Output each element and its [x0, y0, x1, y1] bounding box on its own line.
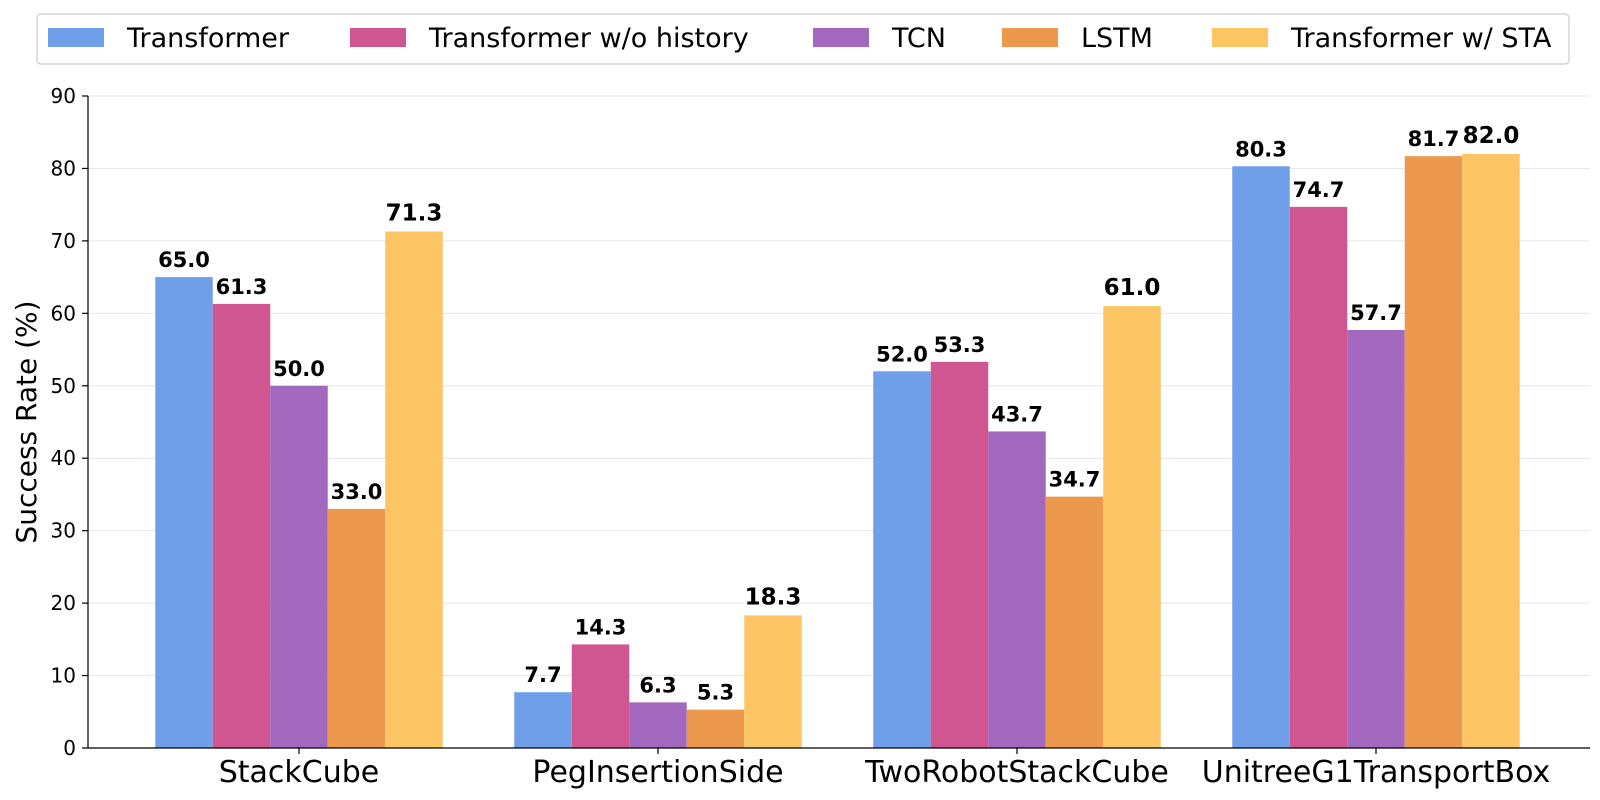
data-label: 34.7	[1049, 468, 1101, 492]
data-labels: 65.061.3 50.0 33.0 71.3 7.7 14.3 6.3 5.3 18.3 52.…	[158, 123, 1519, 705]
x-tick-label: PegInsertionSide	[532, 755, 783, 790]
data-label: 43.7	[991, 402, 1043, 426]
legend-swatch	[1212, 28, 1268, 47]
x-tick-label: UnitreeG1TransportBox	[1202, 755, 1551, 790]
data-label: 61.3	[216, 275, 268, 299]
y-tick-label: 30	[51, 519, 76, 543]
legend-entry-label: Transformer w/o history	[428, 23, 749, 54]
bar	[155, 277, 213, 748]
bar	[1404, 156, 1463, 748]
legend-swatch	[1002, 28, 1058, 47]
data-label: 80.3	[1235, 137, 1287, 161]
data-label: 18.3	[745, 584, 802, 610]
bar	[1103, 306, 1161, 748]
data-label: 50.0	[273, 357, 325, 381]
bars	[155, 153, 1520, 749]
y-tick-label: 20	[51, 591, 76, 615]
legend-entry-label: LSTM	[1081, 23, 1153, 54]
legend-entry-label: Transformer	[126, 23, 290, 54]
data-label: 6.3	[639, 673, 676, 697]
legend-entry-label: TCN	[891, 23, 946, 54]
bar	[1045, 496, 1104, 748]
legend-entry-label: Transformer w/ STA	[1290, 23, 1552, 54]
data-label: 71.3	[386, 200, 443, 226]
bar	[988, 431, 1046, 748]
data-label: 5.3	[697, 681, 734, 705]
legend-swatch	[813, 28, 869, 47]
legend-swatch	[350, 28, 406, 47]
y-tick-label: 40	[51, 446, 76, 470]
data-label: 14.3	[575, 615, 627, 639]
bar	[930, 361, 989, 748]
bar	[1347, 329, 1405, 748]
bar	[744, 615, 802, 748]
data-label: 74.7	[1293, 178, 1345, 202]
bar	[514, 692, 572, 748]
bar	[873, 371, 931, 748]
x-tick-label: StackCube	[219, 755, 380, 790]
bar	[629, 702, 687, 748]
data-label: 7.7	[524, 663, 561, 687]
data-label: 52.0	[876, 342, 928, 366]
y-tick-label: 80	[51, 156, 76, 180]
bar	[1462, 153, 1520, 748]
data-label: 65.0	[158, 248, 210, 272]
bar	[571, 644, 630, 748]
data-label: 61.0	[1104, 275, 1161, 301]
bar	[1289, 206, 1348, 749]
x-ticks: StackCube PegInsertionSide TwoRobotStackCu…	[219, 748, 1551, 790]
y-ticks: 0 10 20 30 40 50 60 70 80 90	[51, 84, 88, 760]
axes	[87, 96, 1590, 749]
y-axis-label: Success Rate (%)	[10, 300, 43, 543]
bar	[212, 303, 271, 748]
y-tick-label: 60	[51, 301, 76, 325]
data-label: 82.0	[1463, 123, 1520, 149]
legend-frame	[36, 13, 1570, 65]
legend-swatch	[48, 28, 104, 47]
data-label: 57.7	[1350, 301, 1402, 325]
y-tick-label: 10	[51, 664, 76, 688]
y-tick-label: 70	[51, 229, 76, 253]
bar	[270, 385, 328, 748]
y-tick-label: 0	[63, 736, 76, 760]
bar	[385, 231, 443, 748]
bar	[327, 508, 386, 748]
legend: Transformer Transformer w/o history TCN LST…	[36, 13, 1570, 65]
bar	[686, 709, 745, 748]
x-tick-label: TwoRobotStackCube	[864, 755, 1169, 790]
data-label: 33.0	[331, 480, 383, 504]
bar	[1232, 166, 1290, 748]
data-label: 53.3	[934, 333, 986, 357]
y-tick-label: 50	[51, 374, 76, 398]
data-label: 81.7	[1408, 127, 1460, 151]
y-tick-label: 90	[51, 84, 76, 108]
